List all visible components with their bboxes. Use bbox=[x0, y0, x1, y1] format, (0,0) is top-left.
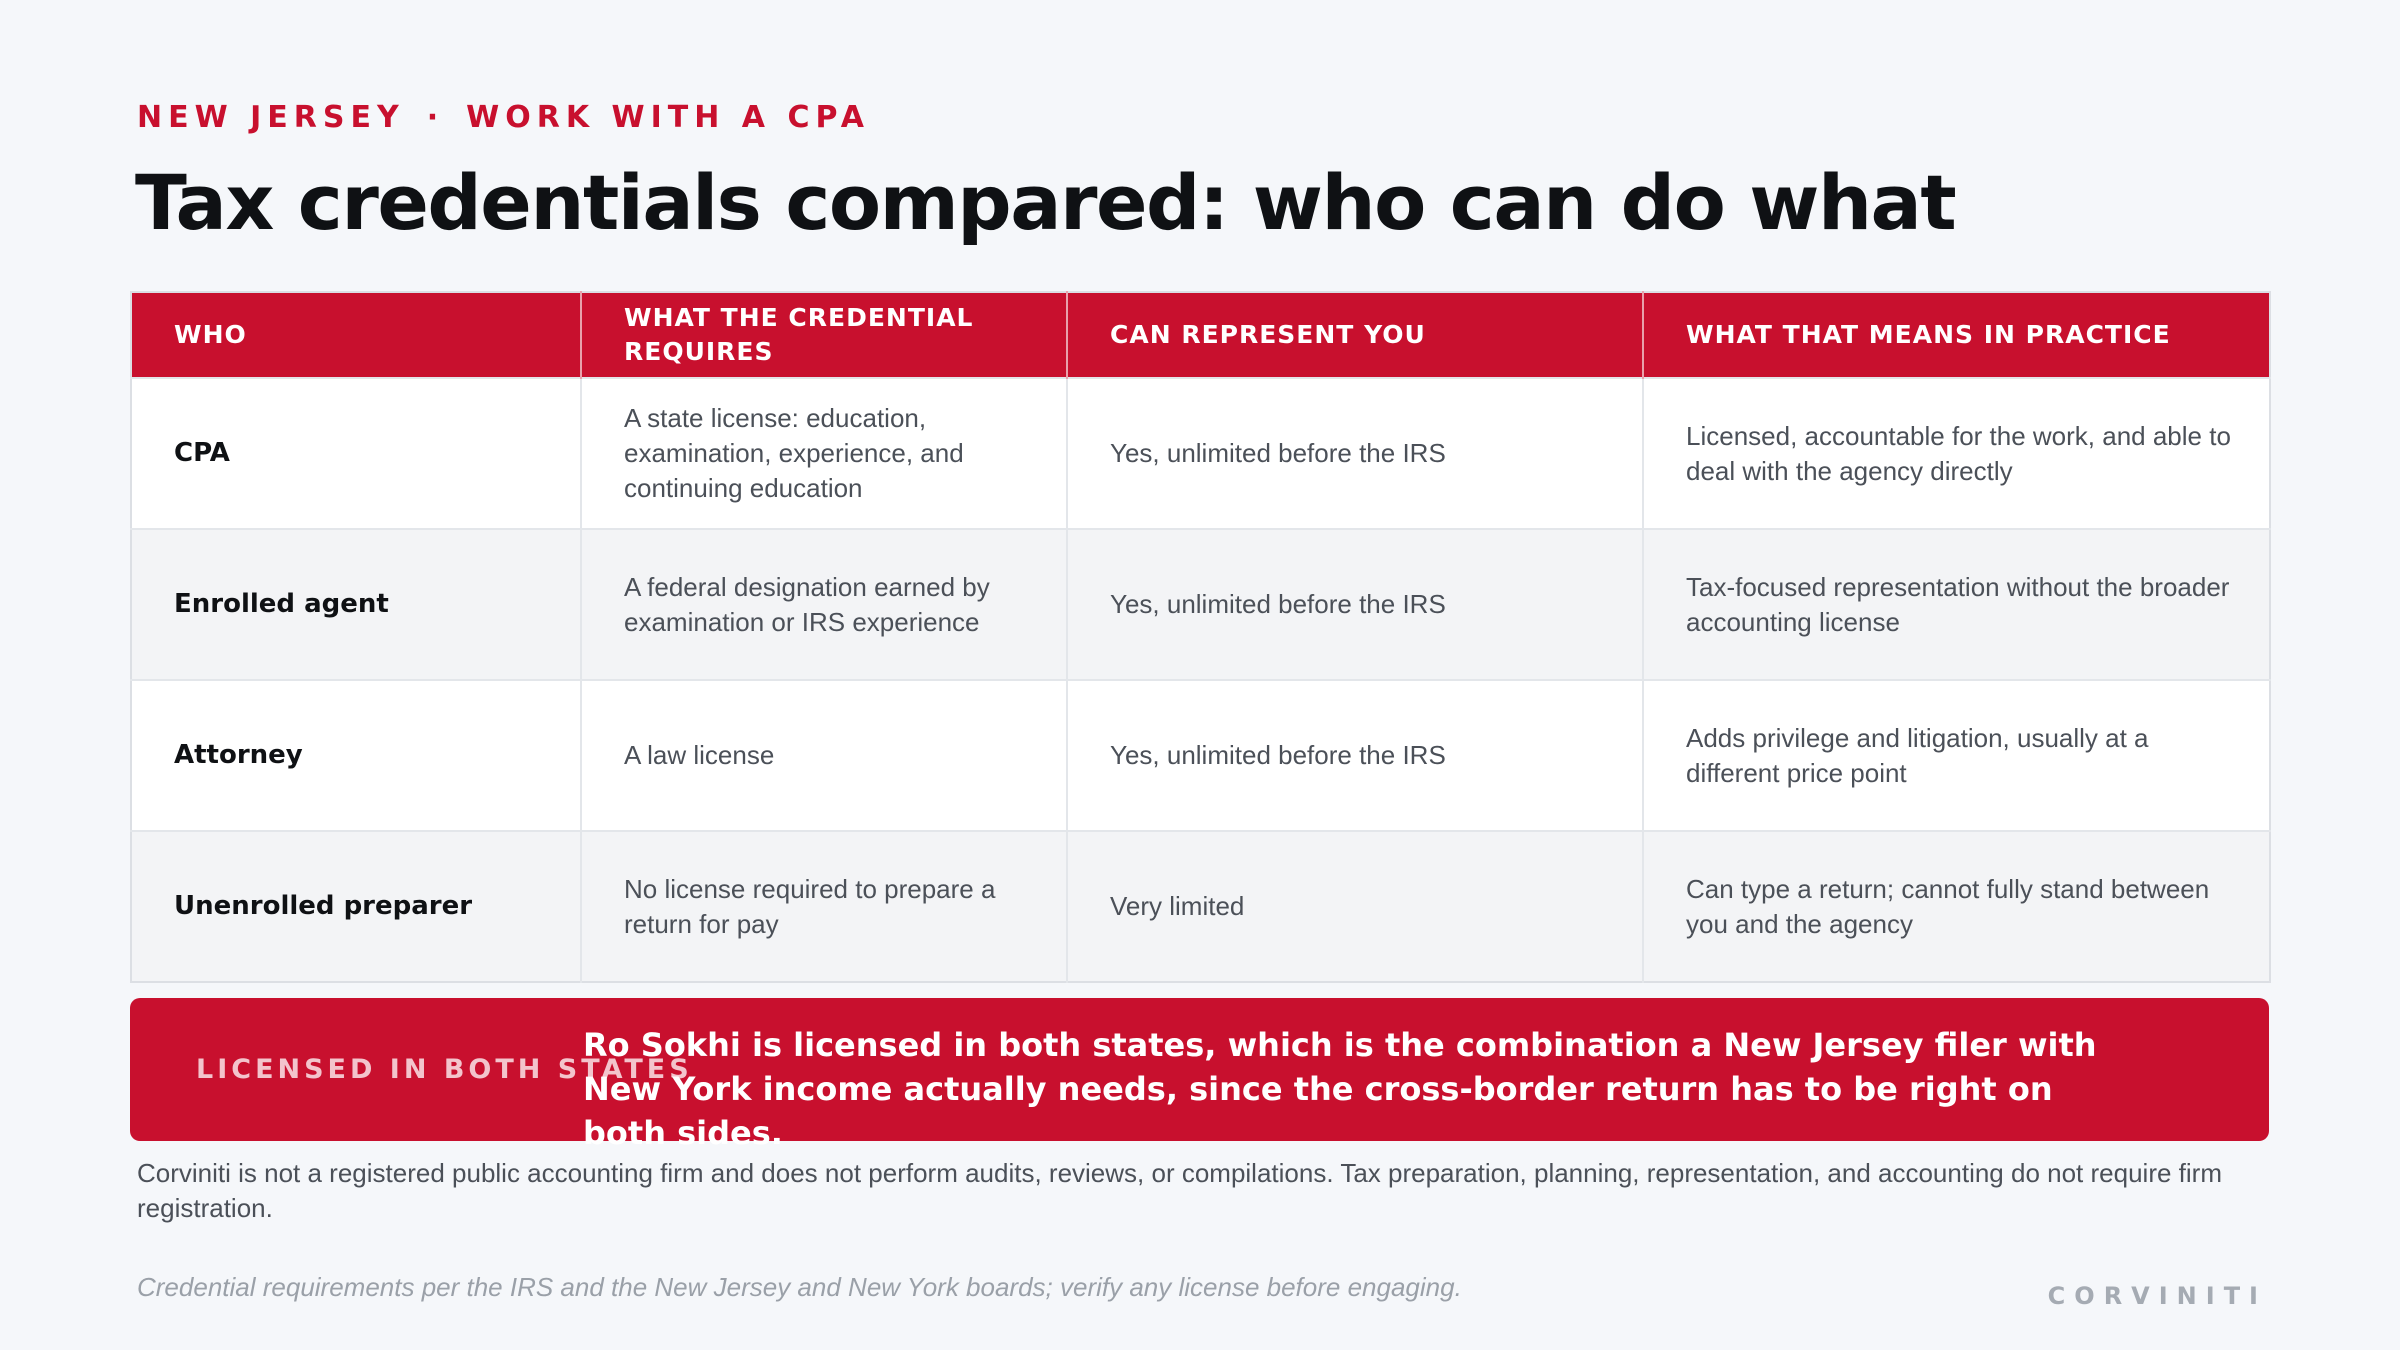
disclaimer-text: Corviniti is not a registered public acc… bbox=[137, 1158, 2222, 1223]
cell-requirements: A state license: education, examination,… bbox=[581, 377, 1068, 529]
column-header-who: WHO bbox=[131, 292, 582, 378]
table-row: Enrolled agent A federal designation ear… bbox=[131, 528, 2270, 680]
cell-practice: Licensed, accountable for the work, and … bbox=[1643, 377, 2270, 529]
column-header-representation: CAN REPRESENT YOU bbox=[1067, 292, 1644, 378]
cell-practice: Can type a return; cannot fully stand be… bbox=[1643, 830, 2270, 982]
table-row: Unenrolled preparer No license required … bbox=[131, 830, 2270, 982]
eyebrow-separator: · bbox=[426, 100, 445, 135]
column-header-practice: WHAT THAT MEANS IN PRACTICE bbox=[1643, 292, 2270, 378]
cell-representation: Yes, unlimited before the IRS bbox=[1067, 528, 1644, 680]
table-row: CPA A state license: education, examinat… bbox=[131, 377, 2270, 529]
eyebrow-state: NEW JERSEY bbox=[137, 100, 405, 135]
cell-representation: Very limited bbox=[1067, 830, 1644, 982]
cell-practice: Tax-focused representation without the b… bbox=[1643, 528, 2270, 680]
cell-representation: Yes, unlimited before the IRS bbox=[1067, 377, 1644, 529]
table-row: Attorney A law license Yes, unlimited be… bbox=[131, 679, 2270, 831]
cell-who: CPA bbox=[131, 377, 582, 529]
cell-requirements: A law license bbox=[581, 679, 1068, 831]
cell-practice: Adds privilege and litigation, usually a… bbox=[1643, 679, 2270, 831]
brand-wordmark: CORVINITI bbox=[2047, 1282, 2267, 1310]
eyebrow-topic: WORK WITH A CPA bbox=[466, 100, 870, 135]
cell-who: Attorney bbox=[131, 679, 582, 831]
callout-banner: LICENSED IN BOTH STATES Ro Sokhi is lice… bbox=[130, 998, 2269, 1152]
source-note: Credential requirements per the IRS and … bbox=[137, 1272, 1462, 1302]
cell-who: Enrolled agent bbox=[131, 528, 582, 680]
callout-label: LICENSED IN BOTH STATES bbox=[196, 1054, 693, 1085]
table-header-row: WHO WHAT THE CREDENTIAL REQUIRES CAN REP… bbox=[131, 292, 2270, 378]
cell-requirements: A federal designation earned by examinat… bbox=[581, 528, 1068, 680]
cell-requirements: No license required to prepare a return … bbox=[581, 830, 1068, 982]
page-title: Tax credentials compared: who can do wha… bbox=[135, 158, 1957, 247]
cell-representation: Yes, unlimited before the IRS bbox=[1067, 679, 1644, 831]
column-header-requirements: WHAT THE CREDENTIAL REQUIRES bbox=[581, 292, 1068, 378]
eyebrow: NEW JERSEY · WORK WITH A CPA bbox=[137, 100, 870, 135]
cell-who: Unenrolled preparer bbox=[131, 830, 582, 982]
credentials-table: WHO WHAT THE CREDENTIAL REQUIRES CAN REP… bbox=[130, 291, 2271, 983]
callout-text: Ro Sokhi is licensed in both states, whi… bbox=[583, 1026, 2097, 1152]
